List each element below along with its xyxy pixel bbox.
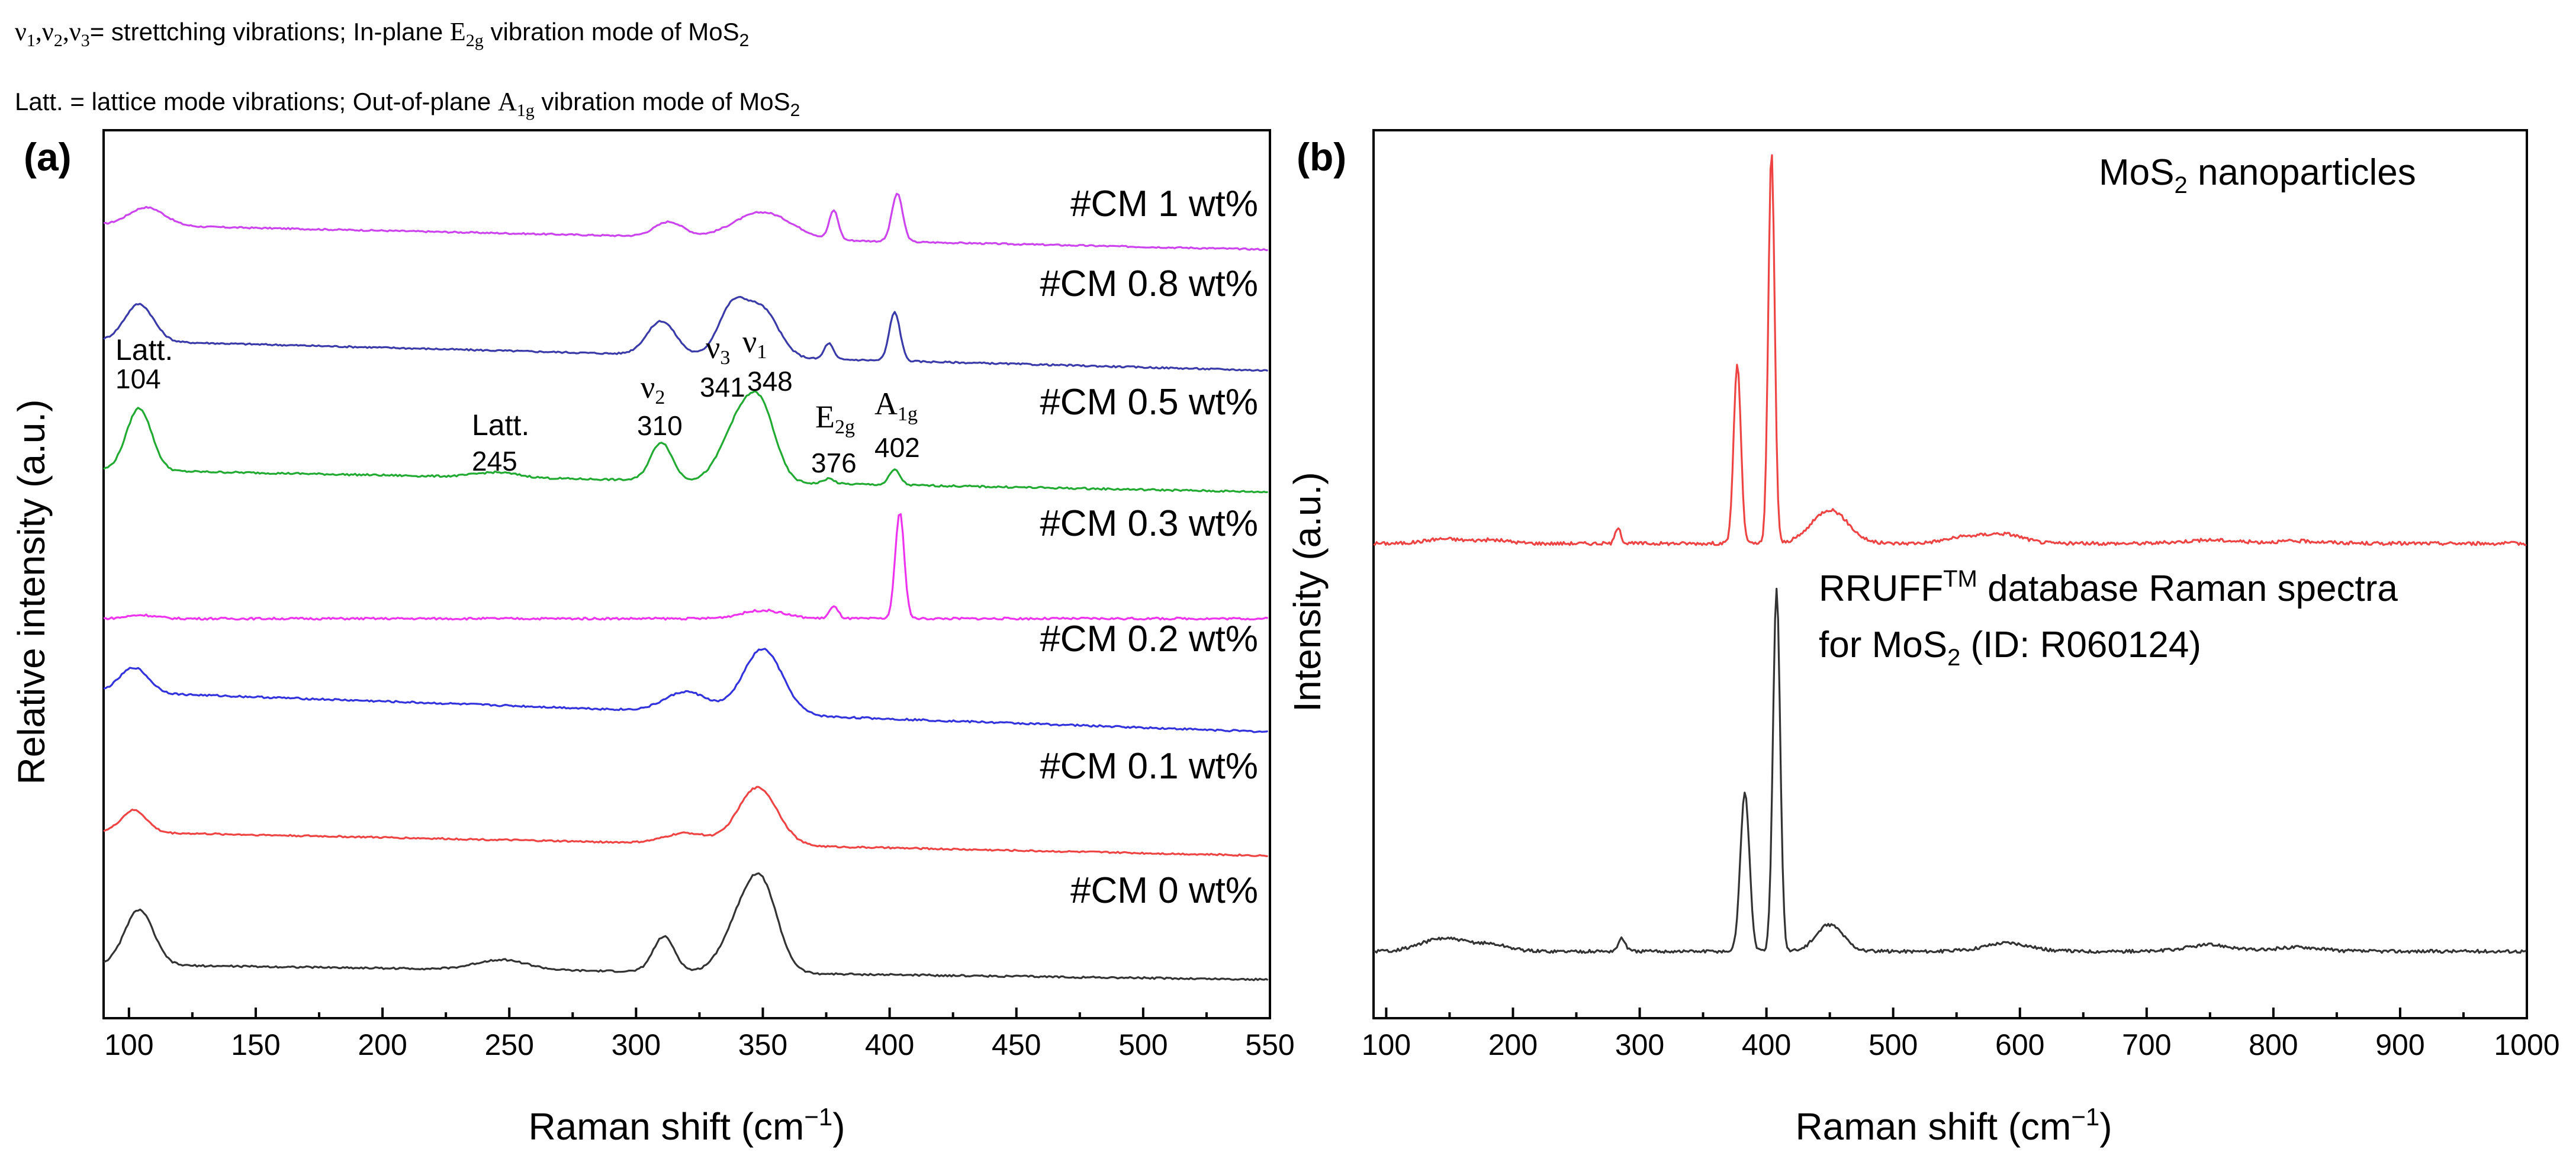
- annotation-latt-245-label: Latt.: [472, 408, 529, 442]
- annotation-e2g-value: 376: [811, 448, 857, 478]
- panel-b-series-line: [1373, 154, 2527, 546]
- panel-a-annotations: Latt. 104 Latt. 245 ν2 310 ν3 341 ν1 348…: [115, 324, 920, 478]
- panel-a-x-tick-label: 400: [865, 1028, 914, 1061]
- annotation-e2g-label: E2g: [815, 399, 855, 438]
- note-line-1: ν1,ν2,ν3= strettching vibrations; In-pla…: [15, 17, 749, 50]
- panel-a-frame: [102, 129, 1271, 1019]
- panel-a-x-tick-label: 550: [1245, 1028, 1294, 1061]
- panel-a-x-tick-label: 450: [992, 1028, 1041, 1061]
- panel-b-label-rruff-1: RRUFFTM database Raman spectra: [1819, 566, 2398, 609]
- panel-a-series-line: [102, 295, 1269, 372]
- panel-a-x-tick-label: 500: [1118, 1028, 1168, 1061]
- panel-b-x-tick-label: 600: [1995, 1028, 2044, 1061]
- panel-b-label-nanoparticles: MoS2 nanoparticles: [2099, 152, 2416, 198]
- panel-b-frame: [1372, 129, 2528, 1019]
- annotation-nu3-value: 341: [700, 372, 745, 403]
- panel-a-series-label: #CM 0.5 wt%: [1040, 382, 1258, 423]
- panel-a-x-tick-label: 100: [104, 1028, 153, 1061]
- panel-b-x-tick-label: 400: [1742, 1028, 1791, 1061]
- panel-a-series-label: #CM 0 wt%: [1070, 870, 1258, 911]
- panel-a-series-line: [103, 786, 1268, 858]
- panel-b-x-tick-label: 200: [1488, 1028, 1538, 1061]
- panel-b-x-tick-label: 100: [1362, 1028, 1411, 1061]
- panel-b-x-tick-label: 800: [2249, 1028, 2298, 1061]
- panel-b-x-tick-label: 900: [2375, 1028, 2424, 1061]
- annotation-latt-245-value: 245: [472, 446, 517, 477]
- panel-a-series-label: #CM 1 wt%: [1070, 184, 1258, 224]
- annotation-latt-104-label: Latt.: [115, 333, 173, 366]
- panel-label-a: (a): [24, 135, 72, 179]
- panel-label-b: (b): [1297, 135, 1346, 179]
- panel-a-series-line: [103, 513, 1269, 621]
- panel-a-x-tick-label: 300: [612, 1028, 661, 1061]
- annotation-nu2-value: 310: [637, 410, 683, 441]
- panel-a-x-axis: 100 150 200 250 300 350 400 450 500 550: [104, 1008, 1295, 1061]
- annotation-a1g-label: A1g: [874, 386, 918, 425]
- panel-a-series-label: #CM 0.8 wt%: [1040, 263, 1258, 304]
- panel-b-plot-area: [1373, 154, 2527, 954]
- panel-b-y-label: Intensity (a.u.): [1286, 472, 1329, 712]
- panel-a-x-tick-label: 150: [231, 1028, 280, 1061]
- panel-a-series-line: [103, 648, 1268, 733]
- panel-a-y-label: Relative intensity (a.u.): [10, 400, 53, 785]
- annotation-latt-104-value: 104: [115, 363, 161, 394]
- panel-a-series-label: #CM 0.1 wt%: [1040, 746, 1258, 787]
- panel-a-plot-area: #CM 1 wt% #CM 0.8 wt% #CM 0.5 wt% #CM 0.3 w…: [102, 184, 1269, 981]
- annotation-nu3-label: ν3: [706, 330, 730, 369]
- annotation-nu2-label: ν2: [641, 369, 665, 408]
- panel-b-x-label: Raman shift (cm−1): [1795, 1103, 2112, 1148]
- panel-a-x-tick-label: 250: [484, 1028, 533, 1061]
- panel-a-series-label: #CM 0.3 wt%: [1040, 503, 1258, 544]
- panel-a-series-line: [103, 192, 1268, 252]
- panel-a-x-tick-label: 200: [358, 1028, 407, 1061]
- panel-b-series-line: [1373, 587, 2527, 954]
- panel-a-series-line: [103, 390, 1268, 494]
- panel-b-x-tick-label: 1000: [2494, 1028, 2559, 1061]
- panel-b-x-axis: 100 200 300 400 500 600 700 800 900 1000: [1362, 1008, 2560, 1061]
- panel-b-x-tick-label: 500: [1869, 1028, 1918, 1061]
- annotation-nu1-value: 348: [747, 366, 793, 397]
- note-line-2: Latt. = lattice mode vibrations; Out-of-…: [15, 87, 800, 120]
- panel-a-x-tick-label: 350: [738, 1028, 787, 1061]
- panel-a-x-label: Raman shift (cm−1): [528, 1103, 845, 1148]
- annotation-a1g-value: 402: [874, 432, 920, 463]
- panel-b-label-rruff-2: for MoS2 (ID: R060124): [1819, 625, 2201, 671]
- panel-b-x-tick-label: 300: [1615, 1028, 1664, 1061]
- panel-b-x-tick-label: 700: [2122, 1028, 2171, 1061]
- panel-a-series-label: #CM 0.2 wt%: [1040, 619, 1258, 659]
- panel-a-series-line: [103, 872, 1269, 981]
- annotation-nu1-label: ν1: [742, 324, 767, 363]
